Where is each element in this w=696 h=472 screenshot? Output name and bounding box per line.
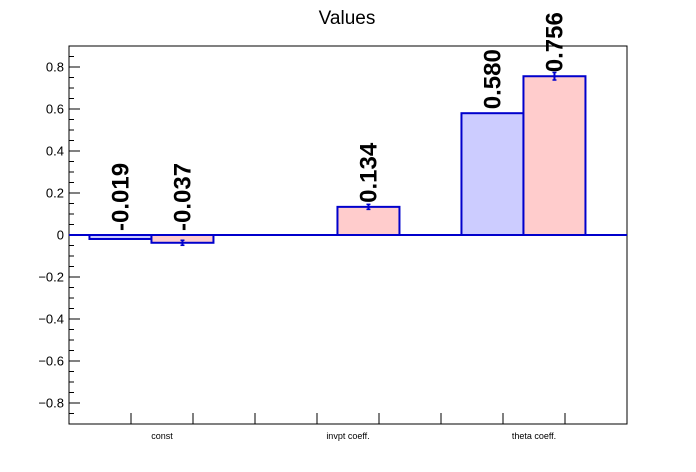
x-category-label: const <box>151 431 173 441</box>
data-label: 0.134 <box>355 142 382 203</box>
y-tick-label: 0.2 <box>46 186 64 201</box>
bar <box>522 75 587 236</box>
bar <box>336 205 401 236</box>
x-category-label: invpt coeff. <box>326 431 369 441</box>
data-label: -0.037 <box>169 163 196 231</box>
data-label: 0.756 <box>541 12 568 72</box>
y-tick-label: 0.6 <box>46 102 64 117</box>
x-category-label: theta coeff. <box>512 431 556 441</box>
bar <box>460 112 525 236</box>
y-tick-label: −0.4 <box>38 312 64 327</box>
y-tick-label: 0 <box>57 228 64 243</box>
data-label: -0.019 <box>107 163 134 231</box>
plot-area: −0.8 −0.6 −0.4 −0.2 0 0.2 0.4 0.6 0.8 const invpt … <box>38 12 628 441</box>
y-tick-label: −0.2 <box>38 270 64 285</box>
y-tick-label: 0.4 <box>46 144 64 159</box>
y-tick-label: 0.8 <box>46 60 64 75</box>
y-tick-label: −0.6 <box>38 354 64 369</box>
data-label: 0.580 <box>479 49 506 109</box>
y-tick-label: −0.8 <box>38 396 64 411</box>
chart-title: Values <box>319 8 376 29</box>
